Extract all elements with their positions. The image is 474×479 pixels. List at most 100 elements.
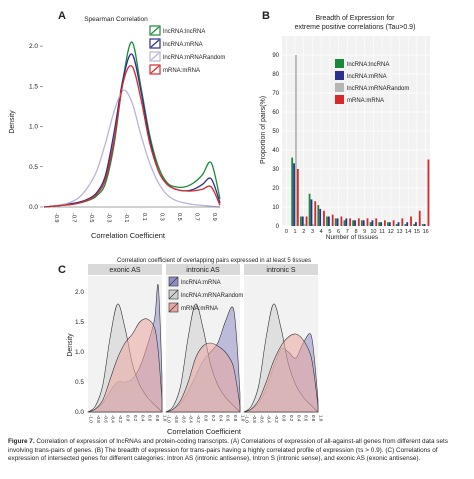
caption-text: Correlation of expression of lncRNAs and… bbox=[8, 438, 448, 463]
panel-b-x-tick-label: 15 bbox=[414, 229, 420, 235]
panel-b-title-line2: extreme positive correlations (Tau>0.9) bbox=[295, 24, 416, 31]
panel-c-x-tick-label: 0.6 bbox=[226, 415, 231, 422]
panel-c-letter: C bbox=[58, 264, 66, 276]
panel-b-bar bbox=[314, 201, 317, 226]
panel-b-y-tick-label: 10 bbox=[272, 205, 279, 211]
panel-c-x-tick-label: -1.0 bbox=[167, 415, 172, 423]
panel-b-x-tick-label: 6 bbox=[337, 229, 340, 235]
panel-c-y-tick-label: 2.0 bbox=[75, 289, 84, 296]
panel-b-legend-label: mRNA:mRNA bbox=[347, 98, 384, 104]
panel-a-line bbox=[43, 89, 221, 208]
panel-a: A Spearman Correlation Density Correlati… bbox=[9, 10, 225, 240]
panel-b-bar bbox=[331, 214, 334, 226]
panel-b-bar bbox=[360, 220, 363, 226]
panel-a-x-tick-label: 0.3 bbox=[158, 213, 164, 221]
panel-b-bar bbox=[404, 224, 407, 226]
panel-b-x-tick-label: 0 bbox=[285, 229, 288, 235]
panel-b-bar bbox=[387, 222, 389, 226]
panel-b-y-tick-label: 30 bbox=[272, 167, 279, 173]
panel-c-x-tick-label: 0.8 bbox=[155, 415, 160, 422]
panel-a-legend-label: mRNA:mRNA bbox=[163, 68, 200, 74]
panel-b-bar bbox=[295, 55, 297, 226]
panel-a-legend: lncRNA:lncRNA lncRNA:mRNA lncRNA:mRNARando… bbox=[149, 25, 225, 75]
panel-c-x-tick-label: 0.0 bbox=[126, 415, 131, 422]
panel-b-legend-label: lncRNA:mRNA bbox=[347, 74, 387, 80]
panel-c-x-tick-label: -1.0 bbox=[89, 415, 94, 423]
panel-b-ylabel: Proportion of pairs(%) bbox=[260, 96, 267, 164]
panel-b-x-tick-label: 13 bbox=[396, 229, 402, 235]
panel-b-bar bbox=[303, 224, 306, 226]
panel-b-y-tick-label: 90 bbox=[272, 53, 279, 59]
caption-label: Figure 7. bbox=[8, 438, 35, 445]
panel-a-legend-swatch bbox=[150, 65, 160, 74]
panel-b-bar bbox=[384, 220, 386, 226]
panel-b-bar bbox=[336, 218, 339, 226]
panel-a-y-tick-label: 2.0 bbox=[29, 43, 38, 50]
panel-c-x-tick-label: -0.6 bbox=[181, 415, 186, 423]
panel-b-y-ticks: 0 10 20 30 40 50 60 70 80 90 bbox=[272, 53, 279, 230]
panel-b-bar bbox=[371, 220, 374, 226]
panel-c-y-tick-label: 0.0 bbox=[75, 409, 84, 416]
panel-b-x-tick-label: 5 bbox=[328, 229, 331, 235]
panel-c-facets: exonic AS-1.0 -0.8 -0.6 -0.4 -0.2 0.0 0.2 0.4 0.… bbox=[87, 264, 324, 423]
panel-c-title: Correlation coefficient of overlapping p… bbox=[117, 258, 311, 264]
panel-c-facet-label: intronic AS bbox=[186, 267, 220, 274]
panel-a-legend-label: lncRNA:mRNARandom bbox=[163, 55, 225, 61]
panel-b-x-tick-label: 2 bbox=[302, 229, 305, 235]
panel-b-xlabel: Number of tissues bbox=[326, 234, 379, 241]
panel-b-legend-swatch bbox=[335, 83, 344, 92]
panel-b-bar bbox=[369, 222, 372, 226]
panel-a-legend-label: lncRNA:lncRNA bbox=[163, 29, 205, 35]
panel-c-x-tick-label: 0.2 bbox=[133, 415, 138, 422]
panel-a-y-tick-label: 1.0 bbox=[29, 124, 38, 131]
panel-b-x-tick-label: 10 bbox=[370, 229, 376, 235]
panel-c-x-tick-label: 0.4 bbox=[140, 415, 145, 422]
panel-c-y-tick-label: 1.0 bbox=[75, 349, 84, 356]
panel-b-bar bbox=[357, 218, 360, 226]
panel-c-x-tick-label: -0.2 bbox=[196, 415, 201, 423]
panel-b-bar bbox=[312, 224, 315, 226]
panel-c-x-tick-label: 0.4 bbox=[296, 415, 301, 422]
panel-c-x-tick-label: -0.8 bbox=[96, 415, 101, 423]
panel-b-bar bbox=[319, 208, 322, 226]
panel-b-bar bbox=[345, 218, 348, 226]
panel-b-bar bbox=[413, 224, 415, 226]
panel-b-x-tick-label: 7 bbox=[346, 229, 349, 235]
panel-c-x-tick-label: 0.0 bbox=[282, 415, 287, 422]
panel-b-bar bbox=[343, 220, 346, 226]
panel-b-bar bbox=[418, 210, 421, 226]
panel-c: C Correlation coefficient of overlapping… bbox=[58, 258, 324, 436]
panel-c-legend-label: mRNA:mRNA bbox=[181, 306, 218, 312]
panel-c-density-area bbox=[87, 318, 163, 413]
panel-c-ylabel: Density bbox=[67, 333, 74, 357]
panel-c-x-tick-label: -0.2 bbox=[274, 415, 279, 423]
panel-a-legend-swatch bbox=[150, 26, 160, 35]
panel-b-bar bbox=[378, 222, 381, 226]
panel-c-x-tick-label: 1.0 bbox=[241, 415, 246, 422]
panel-a-title: Spearman Correlation bbox=[84, 16, 148, 23]
panel-c-x-tick-label: 0.2 bbox=[289, 415, 294, 422]
panel-b-x-ticks: 0 1 2 3 4 5 6 7 8 9 10 11 12 13 14 15 16 bbox=[285, 229, 429, 235]
panel-b-y-tick-label: 60 bbox=[272, 110, 279, 116]
panel-c-x-tick-label: -0.8 bbox=[174, 415, 179, 423]
panel-b-bar bbox=[291, 157, 294, 226]
panel-b-y-tick-label: 0 bbox=[276, 224, 280, 230]
panel-a-legend-label: lncRNA:mRNA bbox=[163, 42, 203, 48]
panel-c-x-tick-label: 1.0 bbox=[319, 415, 324, 422]
panel-b-bar bbox=[401, 218, 404, 226]
panel-b-bar bbox=[397, 222, 400, 226]
panel-c-x-tick-label: 0.2 bbox=[211, 415, 216, 422]
panel-b-bar bbox=[366, 218, 369, 226]
panel-c-x-tick-label: 0.4 bbox=[218, 415, 223, 422]
panel-b-bar bbox=[395, 224, 398, 226]
panel-b-bar bbox=[375, 218, 378, 226]
panel-c-x-tick-label: -0.6 bbox=[259, 415, 264, 423]
panel-b-bar bbox=[317, 205, 320, 226]
panel-c-legend-slash bbox=[168, 289, 179, 300]
panel-c-xlabel: Correlation Coefficient bbox=[167, 427, 242, 436]
panel-c-facet-label: exonic AS bbox=[109, 267, 140, 274]
panel-c-x-tick-label: -0.2 bbox=[118, 415, 123, 423]
panel-a-x-tick-label: 0.7 bbox=[194, 213, 200, 221]
panel-c-legend-slash bbox=[168, 276, 179, 287]
panel-b-bar bbox=[327, 216, 330, 226]
